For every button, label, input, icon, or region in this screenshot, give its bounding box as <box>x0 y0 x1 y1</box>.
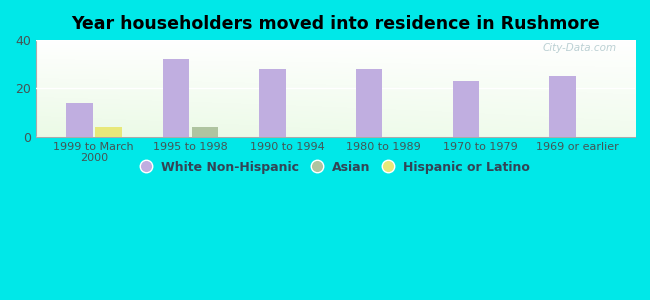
Bar <box>162 59 189 137</box>
Bar <box>192 127 218 137</box>
Bar <box>356 69 382 137</box>
Bar <box>95 127 122 137</box>
Title: Year householders moved into residence in Rushmore: Year householders moved into residence i… <box>71 15 600 33</box>
Bar <box>549 76 576 137</box>
Bar <box>66 103 92 137</box>
Bar <box>452 81 479 137</box>
Bar <box>259 69 286 137</box>
Text: City-Data.com: City-Data.com <box>543 43 617 53</box>
Legend: White Non-Hispanic, Asian, Hispanic or Latino: White Non-Hispanic, Asian, Hispanic or L… <box>136 156 534 179</box>
